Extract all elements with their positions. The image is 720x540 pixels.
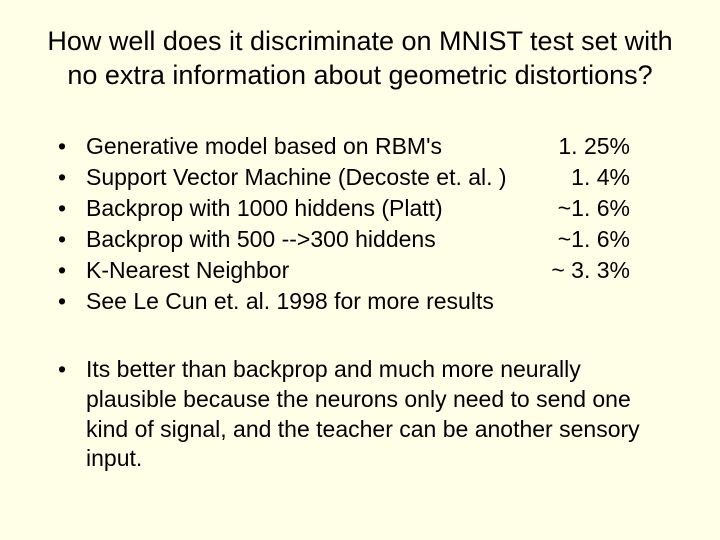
result-label: Support Vector Machine (Decoste et. al. …: [86, 162, 530, 193]
result-value: ~1. 6%: [530, 193, 630, 224]
result-label: Backprop with 1000 hiddens (Platt): [86, 193, 530, 224]
list-item: • Support Vector Machine (Decoste et. al…: [58, 162, 630, 193]
bullet-icon: •: [58, 255, 86, 286]
result-value: ~ 3. 3%: [530, 255, 630, 286]
slide-title: How well does it discriminate on MNIST t…: [30, 25, 690, 93]
list-item: • Backprop with 1000 hiddens (Platt) ~1.…: [58, 193, 630, 224]
list-item: • See Le Cun et. al. 1998 for more resul…: [58, 286, 630, 317]
list-item: • Backprop with 500 -->300 hiddens ~1. 6…: [58, 224, 630, 255]
bullet-icon: •: [58, 286, 86, 317]
result-value: 1. 25%: [530, 131, 630, 162]
bullet-icon: •: [58, 193, 86, 224]
list-item: • Its better than backprop and much more…: [58, 355, 670, 475]
result-label: K-Nearest Neighbor: [86, 255, 530, 286]
bullet-icon: •: [58, 131, 86, 162]
footer-note: • Its better than backprop and much more…: [30, 355, 690, 475]
footer-text: Its better than backprop and much more n…: [86, 355, 670, 475]
result-label: See Le Cun et. al. 1998 for more results: [86, 286, 530, 317]
list-item: • K-Nearest Neighbor ~ 3. 3%: [58, 255, 630, 286]
result-label: Generative model based on RBM's: [86, 131, 530, 162]
bullet-icon: •: [58, 224, 86, 255]
bullet-icon: •: [58, 355, 86, 385]
result-value: ~1. 6%: [530, 224, 630, 255]
bullet-icon: •: [58, 162, 86, 193]
list-item: • Generative model based on RBM's 1. 25%: [58, 131, 630, 162]
result-label: Backprop with 500 -->300 hiddens: [86, 224, 530, 255]
result-value: 1. 4%: [530, 162, 630, 193]
results-list: • Generative model based on RBM's 1. 25%…: [30, 131, 690, 317]
